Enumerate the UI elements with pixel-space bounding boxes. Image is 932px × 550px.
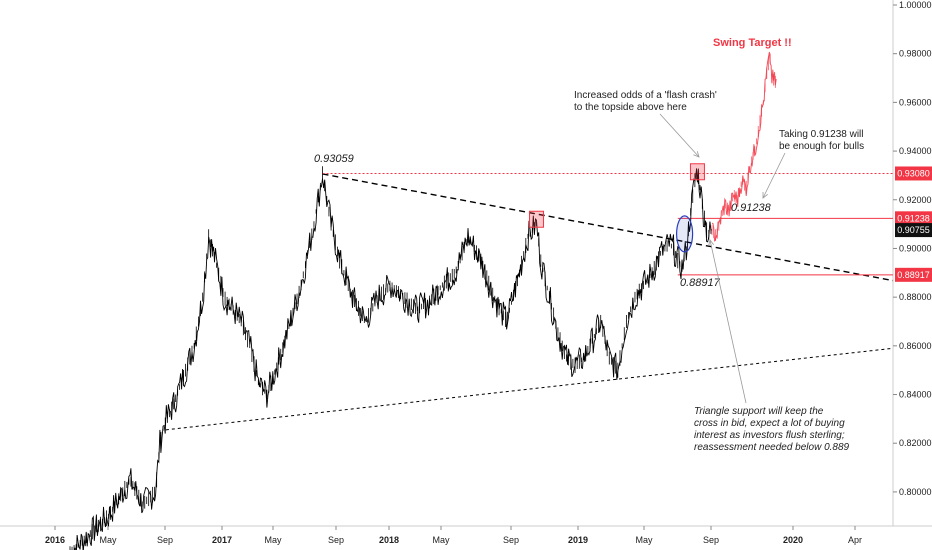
y-tick-label: 0.84000 [899,390,932,400]
y-tick-label: 0.88000 [899,292,932,302]
flash-crash-note-line-1: Increased odds of a 'flash crash' [574,90,717,101]
y-tick-label: 0.94000 [899,146,932,156]
price-badge [895,166,932,181]
triangle-arrow [709,239,747,404]
x-tick-label: May [635,535,653,545]
y-tick-label: 0.98000 [899,49,932,59]
x-tick-label: 2018 [379,535,399,545]
y-tick-label: 0.96000 [899,97,932,107]
price-badge [895,211,932,226]
taking-arrow-head [762,191,768,199]
marker-layer [529,163,705,253]
y-tick-label: 1.00000 [899,0,932,10]
level-label-target: 0.91238 [731,202,772,214]
x-tick-label: 2020 [783,535,803,545]
projection-series [711,51,777,242]
taking-arrow [762,152,786,199]
flash-crash-arrow-head [693,151,700,158]
y-tick-label: 0.90000 [899,243,932,253]
price-series [70,168,713,550]
price-badge [895,223,932,238]
x-tick-label: Sep [703,535,719,545]
flash-crash-note-line-2: to the topside above here [574,102,687,113]
highlight-box [689,163,705,181]
x-tick-label: May [99,535,117,545]
x-tick-label: 2016 [45,535,65,545]
taking-note-line-1: Taking 0.91238 will [779,129,864,140]
highlight-ellipse [676,215,694,253]
trendline-downtrend [322,173,894,282]
x-tick-label: May [264,535,282,545]
triangle-note-line-4: reassessment needed below 0.889 [694,442,850,453]
x-tick-label: May [432,535,450,545]
drawing-layer [165,172,894,431]
price-badge-label: 0.88917 [897,270,930,280]
price-badge [895,267,932,282]
x-tick-label: Sep [503,535,519,545]
y-tick-label: 0.82000 [899,438,932,448]
level-label-high: 0.93059 [314,153,354,165]
flash-crash-arrow [659,113,700,158]
price-badge-label: 0.91238 [897,213,930,223]
price-badge-label: 0.90755 [897,225,930,235]
trendline-support [165,347,894,431]
triangle-note-line-2: cross in bid, expect a lot of buying [694,418,845,429]
triangle-arrow-head [708,239,715,246]
x-tick-label: 2019 [568,535,588,545]
y-tick-label: 0.92000 [899,195,932,205]
x-tick-label: 2017 [212,535,232,545]
x-tick-label: Sep [157,535,173,545]
triangle-note-line-3: interest as investors flush sterling; [694,430,845,441]
x-tick-label: Apr [848,535,862,545]
highlight-box [529,210,545,228]
callout-arrows [659,113,786,404]
price-layer [69,51,777,550]
level-label-low: 0.88917 [680,277,721,289]
x-tick-label: Sep [328,535,344,545]
y-tick-label: 0.86000 [899,341,932,351]
taking-note-line-2: be enough for bulls [779,141,864,152]
price-badge-label: 0.93080 [897,168,930,178]
price-badges: 0.93080 0.91238 0.90755 0.88917 [895,166,932,282]
triangle-note-line-1: Triangle support will keep the [694,406,824,417]
swing-target-label: Swing Target !! [713,37,792,49]
y-tick-label: 0.80000 [899,487,932,497]
